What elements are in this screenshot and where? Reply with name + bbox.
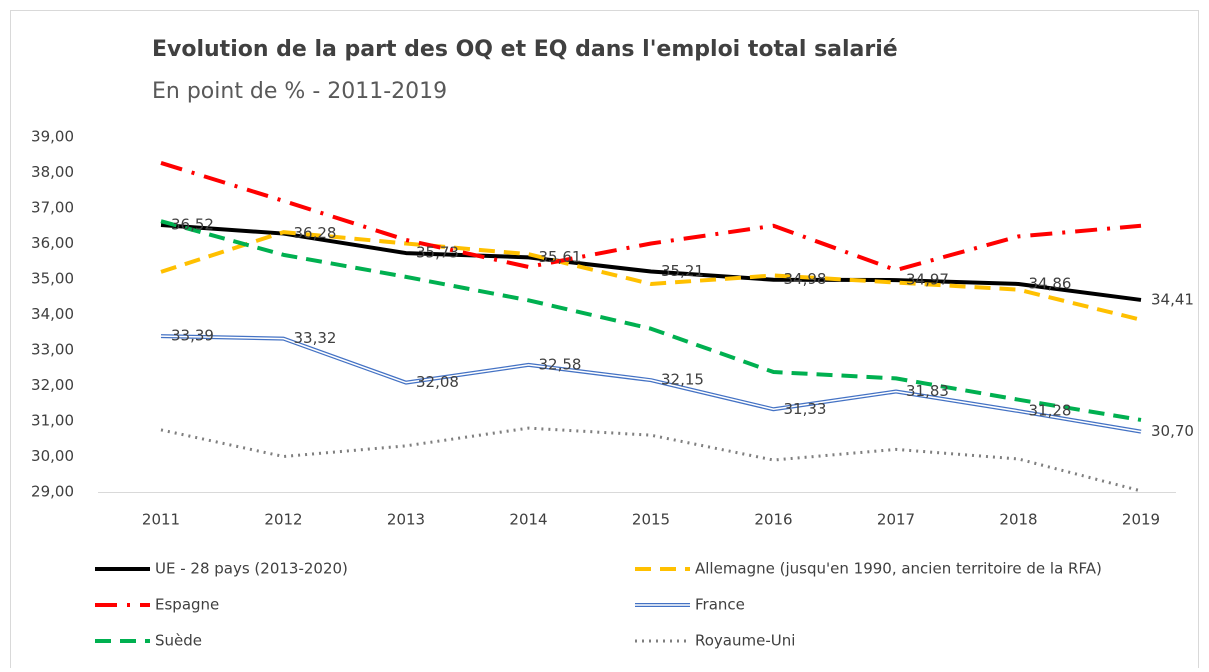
x-tick-label: 2011 — [142, 511, 180, 529]
y-tick-label: 36,00 — [31, 234, 74, 252]
data-label: 32,15 — [661, 371, 704, 389]
legend-label: Allemagne (jusqu'en 1990, ancien territo… — [695, 560, 1102, 578]
x-tick-label: 2017 — [877, 511, 915, 529]
x-tick-label: 2014 — [509, 511, 547, 529]
chart-title: Evolution de la part des OQ et EQ dans l… — [152, 37, 898, 62]
data-label: 33,32 — [294, 329, 337, 347]
legend-label: Royaume-Uni — [695, 632, 795, 650]
y-tick-label: 29,00 — [31, 483, 74, 501]
data-label: 31,33 — [784, 400, 827, 418]
data-label: 31,28 — [1029, 402, 1072, 420]
legend-label: Espagne — [155, 596, 219, 614]
data-label: 32,08 — [416, 373, 459, 391]
y-tick-label: 31,00 — [31, 412, 74, 430]
data-label: 34,98 — [784, 270, 827, 288]
data-label: 33,39 — [171, 327, 214, 345]
y-tick-label: 35,00 — [31, 270, 74, 288]
x-tick-label: 2019 — [1122, 511, 1160, 529]
y-tick-label: 33,00 — [31, 341, 74, 359]
data-label: 35,73 — [416, 244, 459, 262]
y-tick-label: 37,00 — [31, 199, 74, 217]
data-label: 34,97 — [906, 271, 949, 289]
legend-label: UE - 28 pays (2013-2020) — [155, 560, 348, 578]
x-tick-label: 2018 — [999, 511, 1037, 529]
data-label: 34,86 — [1029, 274, 1072, 292]
series-line — [160, 219, 1142, 422]
chart-subtitle: En point de % - 2011-2019 — [152, 79, 447, 104]
y-tick-label: 34,00 — [31, 305, 74, 323]
data-label: 34,41 — [1151, 290, 1194, 308]
x-tick-label: 2013 — [387, 511, 425, 529]
data-label: 36,28 — [294, 224, 337, 242]
legend-label: Suède — [155, 632, 202, 650]
y-tick-label: 32,00 — [31, 376, 74, 394]
data-label: 35,21 — [661, 262, 704, 280]
series-line-inner — [160, 335, 1142, 433]
data-label: 31,83 — [906, 382, 949, 400]
series-line — [160, 223, 1142, 302]
data-label: 35,61 — [539, 248, 582, 266]
legend-label: France — [695, 596, 745, 614]
y-tick-label: 39,00 — [31, 128, 74, 146]
series-line — [160, 230, 1142, 322]
data-label: 36,52 — [171, 216, 214, 234]
y-tick-label: 38,00 — [31, 163, 74, 181]
x-tick-label: 2016 — [754, 511, 792, 529]
series-line — [160, 161, 1142, 273]
chart-frame — [10, 10, 1199, 672]
data-label: 30,70 — [1151, 422, 1194, 440]
x-tick-label: 2012 — [264, 511, 302, 529]
y-tick-label: 30,00 — [31, 447, 74, 465]
data-label: 32,58 — [539, 355, 582, 373]
x-tick-label: 2015 — [632, 511, 670, 529]
